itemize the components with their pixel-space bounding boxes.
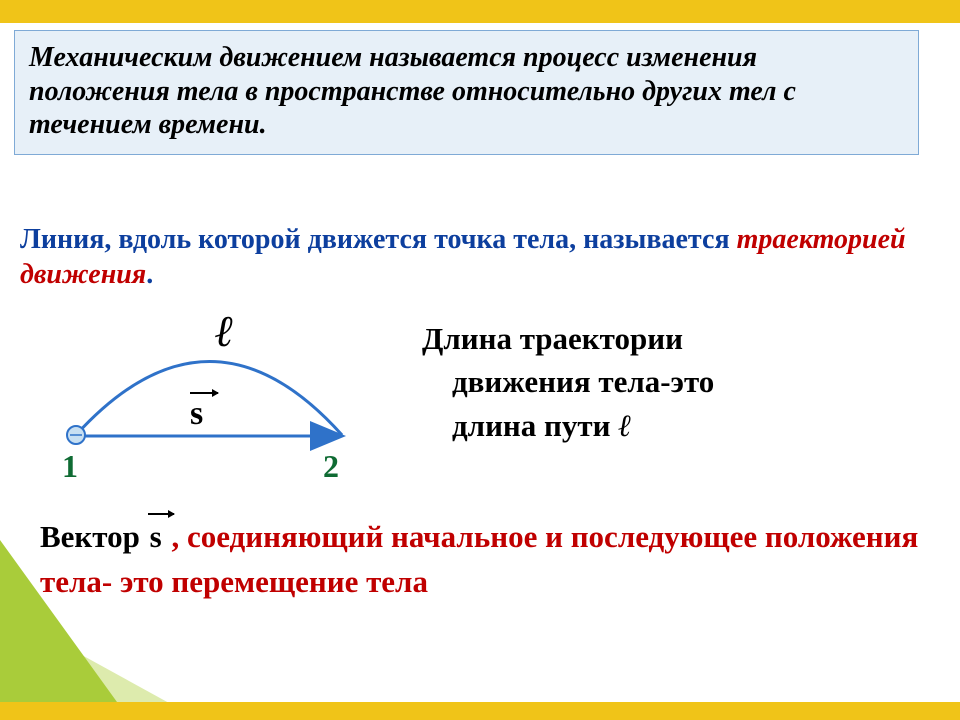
vector-s: s — [150, 519, 162, 554]
definition-box: Механическим движением называется процес… — [14, 30, 919, 155]
path-l3: длина пути ℓ — [452, 404, 942, 447]
ell-label: ℓ — [215, 306, 234, 357]
trajectory-text-a: Линия, вдоль которой движется точка тела… — [20, 224, 737, 255]
vector-text-b: , соединяющий начальное и последующее по… — [40, 519, 918, 599]
trajectory-diagram: ℓ s 1 2 — [40, 308, 380, 478]
s-vector-arrow-icon — [190, 392, 218, 394]
path-length-text: Длина траектории движения тела-это длина… — [422, 317, 942, 447]
vector-text-a: Вектор — [40, 519, 148, 554]
top-stripe — [0, 0, 960, 23]
point-1-label: 1 — [62, 448, 78, 485]
trajectory-dot: . — [146, 259, 153, 290]
arc-path — [76, 362, 342, 436]
vector-definition: Вектор s , соединяющий начальное и после… — [40, 515, 920, 605]
point-2-label: 2 — [323, 448, 339, 485]
bottom-stripe — [0, 702, 960, 720]
path-l3a: длина пути — [452, 408, 618, 443]
path-l1: Длина траектории — [422, 321, 683, 356]
vector-s-symbol: s — [148, 515, 164, 560]
trajectory-line: Линия, вдоль которой движется точка тела… — [20, 222, 920, 292]
path-l2: движения тела-это — [452, 360, 942, 403]
path-l3-ell: ℓ — [618, 408, 631, 443]
s-arrow-icon — [148, 513, 174, 515]
s-label: s — [190, 395, 203, 433]
